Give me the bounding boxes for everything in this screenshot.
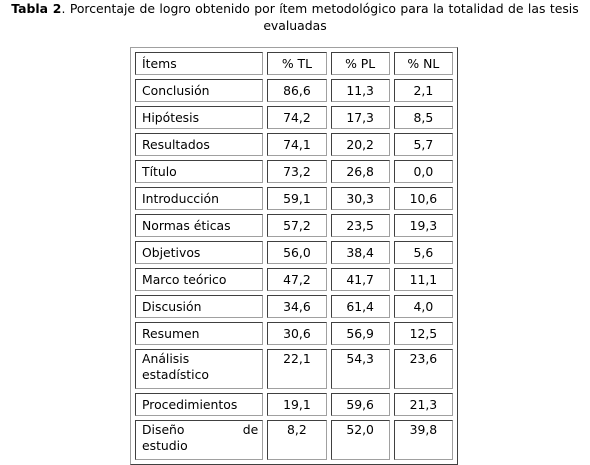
caption-text: . Porcentaje de logro obtenido por ítem …	[61, 1, 579, 33]
row-pl: 26,8	[330, 160, 390, 183]
row-tl: 47,2	[267, 268, 327, 291]
row-item: Objetivos	[135, 241, 264, 264]
table-row: Resumen 30,6 56,9 12,5	[135, 322, 453, 345]
row-nl: 0,0	[393, 160, 453, 183]
row-item: Discusión	[135, 295, 264, 318]
row-pl: 61,4	[330, 295, 390, 318]
row-tl: 19,1	[267, 393, 327, 416]
table-row: Diseño de estudio 8,2 52,0 39,8	[135, 420, 453, 460]
row-item-line: estudio	[142, 438, 188, 453]
table-row: Conclusión 86,6 11,3 2,1	[135, 79, 453, 102]
row-item-line: Análisis	[142, 351, 190, 366]
row-item: Análisis estadístico	[135, 349, 264, 389]
row-item: Introducción	[135, 187, 264, 210]
row-tl: 57,2	[267, 214, 327, 237]
caption-label: Tabla 2	[11, 1, 62, 16]
row-item: Resumen	[135, 322, 264, 345]
row-nl: 2,1	[393, 79, 453, 102]
table-row: Normas éticas 57,2 23,5 19,3	[135, 214, 453, 237]
table-row: Discusión 34,6 61,4 4,0	[135, 295, 453, 318]
row-pl: 30,3	[330, 187, 390, 210]
row-item: Procedimientos	[135, 393, 264, 416]
row-item-line: estadístico	[142, 367, 209, 382]
header-pl: % PL	[330, 52, 390, 75]
row-item-word: de	[242, 422, 259, 437]
row-tl: 74,1	[267, 133, 327, 156]
row-nl: 8,5	[393, 106, 453, 129]
row-nl: 23,6	[393, 349, 453, 389]
row-tl: 74,2	[267, 106, 327, 129]
row-tl: 22,1	[267, 349, 327, 389]
row-item: Título	[135, 160, 264, 183]
row-item: Resultados	[135, 133, 264, 156]
row-nl: 5,7	[393, 133, 453, 156]
table-row: Introducción 59,1 30,3 10,6	[135, 187, 453, 210]
row-tl: 34,6	[267, 295, 327, 318]
table-row: Objetivos 56,0 38,4 5,6	[135, 241, 453, 264]
row-pl: 38,4	[330, 241, 390, 264]
row-tl: 73,2	[267, 160, 327, 183]
row-tl: 56,0	[267, 241, 327, 264]
table-row: Marco teórico 47,2 41,7 11,1	[135, 268, 453, 291]
row-nl: 11,1	[393, 268, 453, 291]
table-row: Resultados 74,1 20,2 5,7	[135, 133, 453, 156]
row-pl: 20,2	[330, 133, 390, 156]
row-item-word: Diseño	[142, 422, 185, 437]
row-pl: 23,5	[330, 214, 390, 237]
row-tl: 86,6	[267, 79, 327, 102]
table-row: Análisis estadístico 22,1 54,3 23,6	[135, 349, 453, 389]
table-row: Título 73,2 26,8 0,0	[135, 160, 453, 183]
header-tl: % TL	[267, 52, 327, 75]
row-nl: 12,5	[393, 322, 453, 345]
row-pl: 59,6	[330, 393, 390, 416]
table-caption: Tabla 2. Porcentaje de logro obtenido po…	[8, 0, 582, 34]
header-nl: % NL	[393, 52, 453, 75]
header-items: Ítems	[135, 52, 264, 75]
row-nl: 21,3	[393, 393, 453, 416]
row-nl: 39,8	[393, 420, 453, 460]
row-nl: 4,0	[393, 295, 453, 318]
row-pl: 52,0	[330, 420, 390, 460]
row-pl: 41,7	[330, 268, 390, 291]
row-item-line: Diseño de	[142, 422, 258, 438]
row-item: Marco teórico	[135, 268, 264, 291]
row-pl: 54,3	[330, 349, 390, 389]
row-nl: 5,6	[393, 241, 453, 264]
table-header-row: Ítems % TL % PL % NL	[135, 52, 453, 75]
row-item: Hipótesis	[135, 106, 264, 129]
row-tl: 8,2	[267, 420, 327, 460]
table-row: Hipótesis 74,2 17,3 8,5	[135, 106, 453, 129]
row-pl: 11,3	[330, 79, 390, 102]
row-tl: 30,6	[267, 322, 327, 345]
results-table: Ítems % TL % PL % NL Conclusión 86,6 11,…	[130, 47, 458, 465]
row-pl: 17,3	[330, 106, 390, 129]
table-row: Procedimientos 19,1 59,6 21,3	[135, 393, 453, 416]
row-item: Diseño de estudio	[135, 420, 264, 460]
row-item: Normas éticas	[135, 214, 264, 237]
row-item: Conclusión	[135, 79, 264, 102]
row-pl: 56,9	[330, 322, 390, 345]
row-nl: 10,6	[393, 187, 453, 210]
row-nl: 19,3	[393, 214, 453, 237]
row-tl: 59,1	[267, 187, 327, 210]
